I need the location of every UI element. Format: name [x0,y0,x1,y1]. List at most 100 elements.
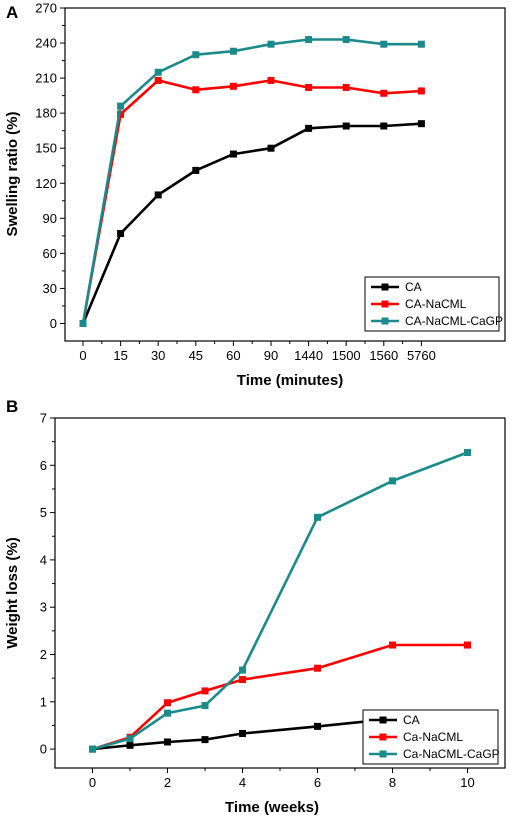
chart-a-series-line-0 [81,122,422,325]
chart-a-x-tick-label: 90 [264,348,278,363]
chart-a-data-point [154,76,162,84]
chart-a-x-tick-label: 30 [151,348,165,363]
chart-a-y-tick-label: 90 [43,211,57,226]
chart-a-panel-label: A [6,3,18,22]
chart-a-data-point [229,47,237,55]
chart-b-y-tick-label: 7 [40,411,47,426]
chart-b-data-point [201,687,209,695]
chart-a-data-point [342,83,350,91]
chart-a-legend-label: CA-NaCML-CaGP [405,314,503,328]
chart-a-data-point [380,40,388,48]
chart-b-series-line-1 [92,643,468,751]
chart-b-data-point [314,513,321,521]
chart-a-legend-swatch-marker [381,300,389,308]
chart-a-y-ticks: 0 30 60 90 120 150 180 210 240 270 [35,1,65,331]
chart-a-x-tick-label: 1500 [332,348,361,363]
chart-b-data-point [239,666,246,674]
chart-b-x-tick-label: 2 [164,775,171,790]
chart-b-x-tick-label: 10 [460,775,474,790]
chart-b-data-point [164,738,171,746]
chart-b-legend-label: Ca-NaCML [403,730,463,744]
chart-a-data-point [229,150,237,158]
chart-a-legend-label: CA-NaCML [405,297,467,311]
chart-b-y-tick-label: 0 [40,742,47,757]
chart-b-y-tick-label: 1 [40,694,47,709]
chart-b-y-tick-label: 2 [40,647,47,662]
chart-a-data-point [154,68,162,76]
chart-b-y-tick-label: 3 [40,600,47,615]
chart-b-data-point [314,664,321,672]
chart-a-plot-frame [64,7,506,342]
chart-a-y-tick-label: 240 [35,36,57,51]
chart-a-data-point [267,76,275,84]
chart-b-legend-label: CA [403,713,420,727]
chart-a-series-line-2 [81,38,422,324]
chart-b-y-tick-label: 5 [40,505,47,520]
chart-b-data-point [239,729,246,737]
chart-a-data-point [192,86,200,94]
chart-a-legend-label: CA [405,280,422,294]
chart-b-legend-swatch-marker [379,733,387,741]
chart-a-series-line-1 [81,79,422,324]
chart-a-y-tick-label: 120 [35,176,57,191]
chart-b-data-point [389,477,396,485]
chart-b-data-point [314,722,321,730]
chart-a-y-tick-label: 210 [35,71,57,86]
chart-b-data-point [164,699,171,707]
chart-b-panel-label: B [6,397,18,416]
chart-b-data-point [389,641,396,649]
chart-b-x-tick-label: 4 [239,775,246,790]
chart-b-x-tick-label: 8 [389,775,396,790]
chart-b-y-axis-label: Weight loss (%) [4,537,21,648]
chart-a-legend-swatch-marker [381,283,389,291]
chart-a-y-tick-label: 0 [50,316,57,331]
chart-a-data-point [267,40,275,48]
chart-b-legend-swatch-marker [379,750,387,758]
chart-b-x-ticks: 0 2 4 6 8 10 [89,768,475,790]
chart-a-data-point [380,89,388,97]
chart-b-data-point [89,745,96,753]
chart-a-legend-swatch-marker [381,317,389,325]
chart-a-y-axis-label: Swelling ratio (%) [4,111,21,236]
chart-b-y-ticks: 0 1 2 3 4 5 6 7 [40,411,55,757]
chart-b-y-tick-label: 6 [40,458,47,473]
chart-a-x-axis-label: Time (minutes) [237,372,343,389]
chart-a-data-point [267,144,275,152]
chart-b: B 0 1 2 3 4 5 6 7 0 2 4 6 8 10 Weight loss (%) Time … [4,397,506,816]
chart-a-data-point [79,319,87,327]
chart-a-y-tick-label: 60 [43,246,57,261]
chart-a-data-point [154,191,162,199]
chart-b-x-tick-label: 6 [314,775,321,790]
chart-a-series [79,36,425,327]
chart-a-x-tick-label: 1440 [294,348,323,363]
chart-a-data-point [342,36,350,44]
chart-a-data-point [192,166,200,174]
chart-a-y-tick-label: 270 [35,1,57,16]
chart-a-y-tick-label: 150 [35,141,57,156]
chart-b-x-axis-label: Time (weeks) [225,799,319,816]
chart-a-data-point [417,120,425,128]
chart-b-data-point [126,741,134,749]
chart-a-x-tick-label: 0 [79,348,86,363]
chart-a-data-point [305,124,313,132]
chart-b-data-point [201,736,209,744]
chart-a-y-tick-label: 30 [43,281,57,296]
chart-a-legend: CA CA-NaCML CA-NaCML-CaGP [364,276,503,332]
chart-b-data-point [126,735,134,743]
chart-b-legend-swatch-marker [379,716,387,724]
chart-b-legend: CA Ca-NaCML Ca-NaCML-CaGP [362,709,500,765]
chart-b-data-point [464,449,471,457]
chart-a-data-point [342,122,350,130]
chart-b-y-tick-label: 4 [40,552,47,567]
chart-a-data-point [305,83,313,91]
chart-a-data-point [417,40,425,48]
chart-a-data-point [229,82,237,90]
chart-a-x-tick-label: 15 [113,348,127,363]
chart-a-x-tick-label: 60 [226,348,240,363]
chart-b-legend-label: Ca-NaCML-CaGP [403,747,500,761]
chart-a-y-tick-label: 180 [35,106,57,121]
chart-a: A 0 30 60 90 120 150 180 210 240 270 0 15 30 45 60 90 1… [4,1,506,389]
chart-a-x-tick-label: 5760 [407,348,436,363]
chart-b-x-tick-label: 0 [89,775,96,790]
